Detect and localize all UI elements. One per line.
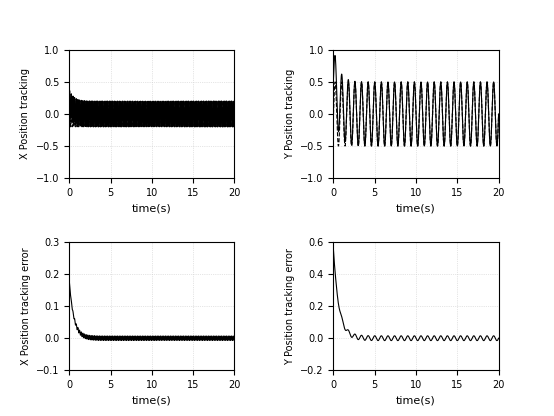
X-axis label: time(s): time(s) bbox=[132, 396, 172, 406]
Y-axis label: X Position tracking error: X Position tracking error bbox=[20, 248, 30, 365]
X-axis label: time(s): time(s) bbox=[132, 203, 172, 213]
Y-axis label: Y Position tracking: Y Position tracking bbox=[285, 69, 295, 159]
Y-axis label: X Position tracking: X Position tracking bbox=[20, 69, 30, 159]
X-axis label: time(s): time(s) bbox=[396, 396, 436, 406]
Y-axis label: Y Position tracking error: Y Position tracking error bbox=[285, 248, 295, 364]
X-axis label: time(s): time(s) bbox=[396, 203, 436, 213]
